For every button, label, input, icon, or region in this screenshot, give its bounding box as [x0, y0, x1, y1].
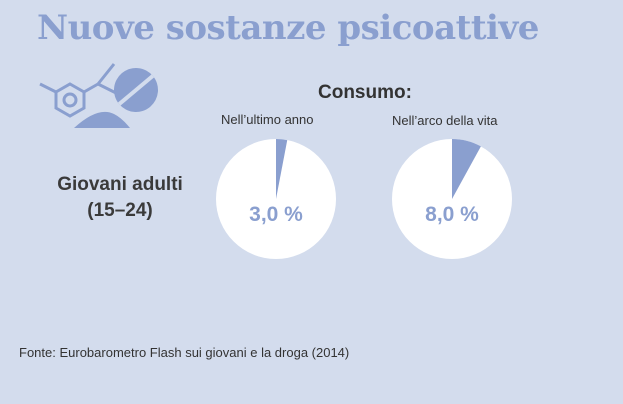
consumo-heading: Consumo: [318, 82, 412, 103]
row-label: Giovani adulti (15–24) [40, 172, 200, 224]
pie-title-lifetime: Nell’arco della vita [392, 113, 498, 128]
pie-value-label-last-year: 3,0 % [249, 203, 303, 226]
row-label-age: (15–24) [87, 200, 153, 221]
pie-value-label-lifetime: 8,0 % [425, 203, 479, 226]
source-note: Fonte: Eurobarometro Flash sui giovani e… [19, 345, 350, 360]
pie-slice-lifetime [452, 139, 481, 199]
pie-chart-last-year: 3,0 % [216, 139, 336, 259]
chemical-structure-and-pill-icon [39, 63, 158, 128]
row-label-group: Giovani adulti [57, 174, 183, 195]
page-title: Nuove sostanze psicoattive [37, 8, 539, 48]
pie-chart-lifetime: 8,0 % [392, 139, 512, 259]
pie-title-last-year: Nell’ultimo anno [221, 112, 314, 127]
pie-slice-last-year [276, 139, 288, 199]
